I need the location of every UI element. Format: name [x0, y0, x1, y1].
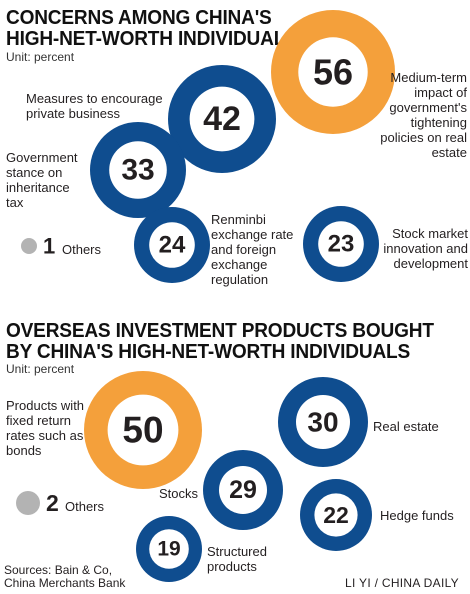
bubble-value: 56 — [313, 52, 353, 93]
chart1-unit: Unit: percent — [6, 50, 75, 64]
chart1-label-others: Others — [62, 242, 102, 257]
chart1-title-line1: CONCERNS AMONG CHINA'S — [6, 6, 272, 29]
sources-note: Sources: Bain & Co, China Merchants Bank — [4, 564, 125, 590]
chart2-label-fixed-return: Products with fixed return rates such as… — [6, 398, 85, 458]
chart2-bubble-3: 29 — [203, 450, 283, 530]
chart1-title-line2: HIGH-NET-WORTH INDIVIDUALS — [6, 27, 298, 50]
chart2-label-structured: Structured products — [207, 544, 267, 574]
sources-line1: Sources: Bain & Co, — [4, 563, 113, 577]
bubble-inner-circle — [149, 222, 195, 268]
bubble-value: 29 — [229, 476, 257, 504]
bubble-inner-circle — [296, 395, 350, 449]
chart2-bubble-5: 19 — [136, 516, 202, 582]
chart1-label-renminbi: Renminbi exchange rate and foreign excha… — [211, 212, 294, 287]
chart1-bubble-1: 56 — [271, 10, 395, 134]
chart1-title: CONCERNS AMONG CHINA'S HIGH-NET-WORTH IN… — [6, 7, 298, 49]
bubble-inner-circle — [109, 141, 167, 199]
bubble-circle — [16, 491, 40, 515]
bubble-value: 19 — [157, 538, 180, 561]
bubble-inner-circle — [149, 529, 189, 569]
chart2-bubble-4: 22 — [300, 479, 372, 551]
chart1-bubble-3: 33 — [90, 122, 186, 218]
bubble-value: 30 — [307, 407, 338, 438]
chart2-title-line1: OVERSEAS INVESTMENT PRODUCTS BOUGHT — [6, 319, 434, 342]
chart2-label-real-estate: Real estate — [373, 419, 439, 434]
bubble-value: 23 — [328, 231, 355, 258]
chart1-bubble-others: 1 — [21, 234, 55, 259]
chart2-title: OVERSEAS INVESTMENT PRODUCTS BOUGHT BY C… — [6, 320, 434, 362]
bubble-value: 22 — [323, 502, 349, 528]
others-value: 2 — [46, 490, 59, 516]
chart1-bubble-5: 23 — [303, 206, 379, 282]
chart1-label-private-business: Measures to encourage private business — [26, 91, 163, 121]
chart2-bubble-others: 2 — [16, 490, 59, 516]
chart2-bubble-1: 50 — [84, 371, 202, 489]
bubble-circle — [21, 238, 37, 254]
sources-line2: China Merchants Bank — [4, 576, 126, 590]
bubble-inner-circle — [219, 466, 267, 514]
bubble-value: 33 — [121, 154, 154, 187]
bubble-value: 42 — [203, 100, 241, 138]
bubble-inner-circle — [314, 493, 358, 537]
credit-line: LI YI / CHINA DAILY — [345, 576, 459, 590]
chart2-bubble-2: 30 — [278, 377, 368, 467]
chart2-unit: Unit: percent — [6, 362, 75, 376]
chart1-label-real-estate-policy: Medium-term impact of government's tight… — [380, 70, 467, 160]
chart1-bubble-4: 24 — [134, 207, 210, 283]
bubble-inner-circle — [107, 394, 179, 466]
bubble-value: 24 — [159, 232, 186, 259]
chart1-label-stock-market: Stock market innovation and development — [383, 226, 468, 271]
chart2-label-stocks: Stocks — [159, 486, 199, 501]
bubble-inner-circle — [189, 86, 255, 152]
bubble-inner-circle — [318, 221, 364, 267]
chart1-label-inheritance-tax: Government stance on inheritance tax — [6, 150, 78, 210]
chart2-label-hedge-funds: Hedge funds — [380, 508, 454, 523]
chart2-title-line2: BY CHINA'S HIGH-NET-WORTH INDIVIDUALS — [6, 340, 411, 363]
chart2-label-others: Others — [65, 499, 105, 514]
bubble-value: 50 — [122, 410, 163, 451]
others-value: 1 — [43, 234, 55, 259]
chart1-bubble-2: 42 — [168, 65, 276, 173]
bubble-inner-circle — [298, 37, 368, 107]
